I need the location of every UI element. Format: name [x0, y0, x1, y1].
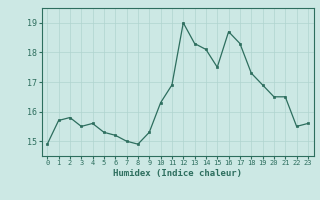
X-axis label: Humidex (Indice chaleur): Humidex (Indice chaleur)	[113, 169, 242, 178]
